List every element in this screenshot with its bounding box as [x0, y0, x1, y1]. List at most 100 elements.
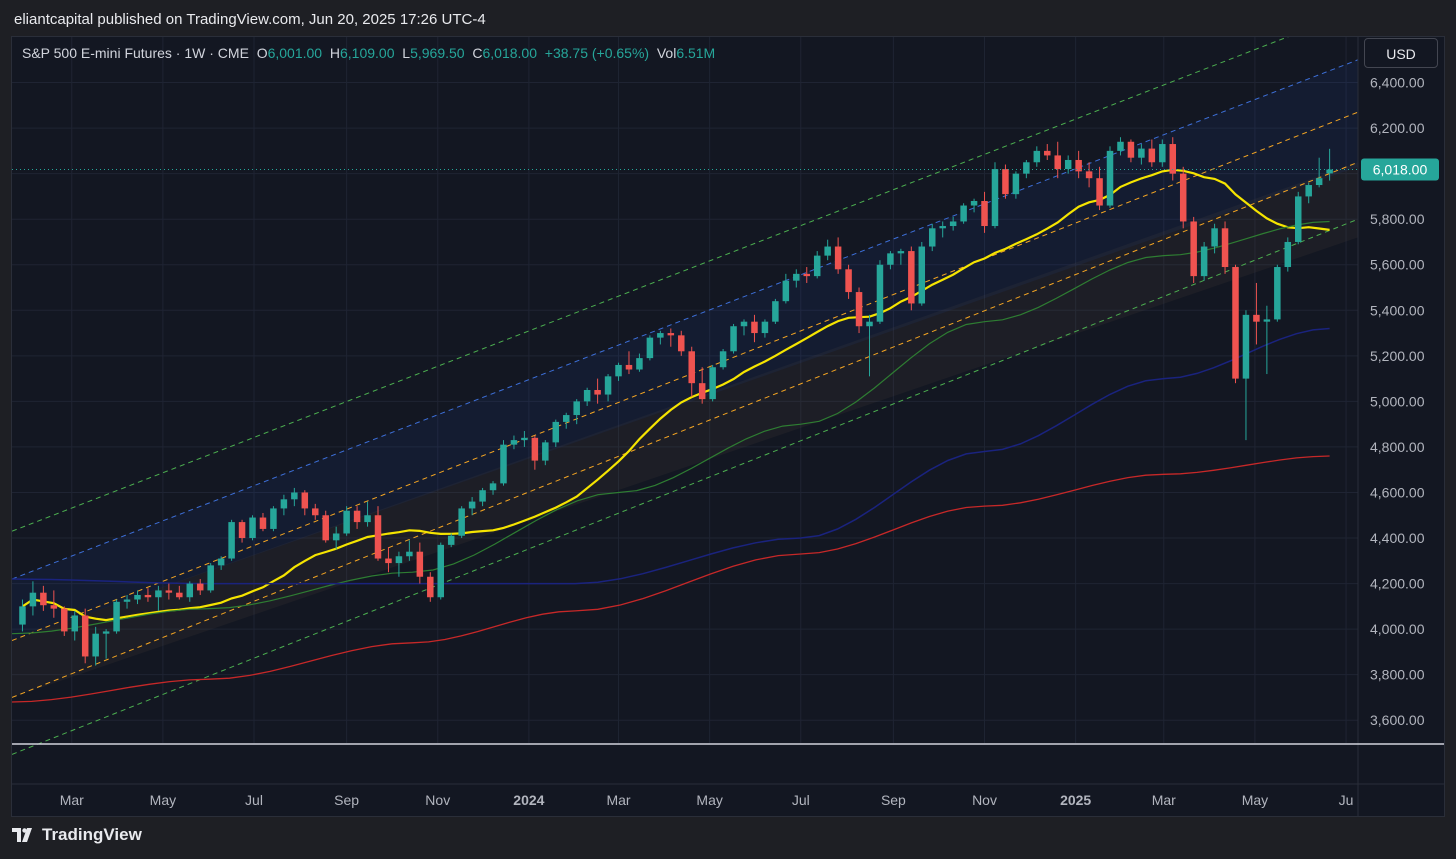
time-tick-label: Mar: [1152, 792, 1176, 808]
candle-body: [1117, 141, 1124, 151]
candle-body: [583, 390, 591, 402]
candle-body: [1127, 141, 1135, 158]
ma-100-line: [12, 327, 1330, 585]
candle-body: [155, 590, 162, 598]
candle-body: [1242, 314, 1250, 379]
time-tick-label: Mar: [60, 792, 84, 808]
candle-body: [427, 576, 434, 598]
candle-body: [709, 367, 716, 400]
candle-body: [834, 246, 842, 270]
ohlc-legend: S&P 500 E-mini Futures · 1W · CME O6,001…: [22, 45, 715, 61]
candle-body: [416, 551, 424, 577]
candle-body: [207, 565, 214, 591]
currency-button[interactable]: USD: [1364, 38, 1438, 68]
candle-body: [908, 251, 915, 304]
footer: [0, 817, 1456, 859]
candle-body: [500, 444, 507, 484]
candle-body: [1054, 155, 1061, 170]
candle-body: [1159, 144, 1166, 163]
candle-body: [238, 522, 246, 539]
candle-body: [353, 510, 361, 523]
outer-upper-channel-line: [12, 37, 1289, 532]
candle-body: [1274, 267, 1281, 320]
candle-body: [1232, 267, 1239, 379]
candle-body: [573, 401, 580, 416]
time-tick-label: Jul: [792, 792, 810, 808]
open-value: 6,001.00: [267, 45, 323, 61]
candle-body: [604, 376, 612, 395]
candle-body: [625, 364, 633, 370]
candle-body: [270, 508, 277, 529]
last-price-marker: 6,018.00: [12, 158, 1439, 181]
candle-body: [29, 592, 37, 607]
candle-body: [636, 358, 643, 370]
candle-body: [1002, 169, 1009, 195]
candle-body: [458, 508, 465, 536]
candle-body: [196, 583, 204, 591]
time-tick-label: Sep: [334, 792, 359, 808]
candle-body: [291, 492, 298, 500]
candle-body: [824, 246, 831, 256]
candle-body: [876, 264, 884, 322]
candle-body: [40, 592, 47, 606]
time-axis[interactable]: Mar May Jul Sep Nov 2024 Mar May Jul Sep Nov 2025 Ma…: [12, 743, 1444, 808]
candle-body: [615, 364, 622, 377]
change-value: +38.75 (+0.65%): [544, 45, 650, 61]
candle-body: [730, 326, 737, 352]
time-tick-label: May: [150, 792, 176, 808]
candle-body: [1211, 228, 1218, 247]
candle-body: [761, 321, 769, 334]
candle-body: [970, 200, 978, 206]
price-axis[interactable]: 3,600.00 3,800.00 4,000.00 4,200.00 4,400.00…: [1357, 37, 1444, 816]
close-label: C: [472, 45, 483, 61]
candle-body: [395, 556, 403, 564]
candle-body: [928, 228, 936, 247]
price-tick-label: 5,000.00: [1370, 393, 1425, 409]
candle-body: [803, 273, 811, 277]
candle-body: [144, 594, 152, 598]
candle-body: [793, 273, 800, 281]
candle-body: [1200, 246, 1208, 277]
candle-body: [521, 437, 528, 441]
candle-body: [374, 515, 382, 559]
price-tick-label: 3,600.00: [1370, 712, 1425, 728]
price-axis-bg: [1358, 37, 1444, 816]
candle-body: [698, 383, 706, 400]
grid-lines: [12, 37, 1358, 743]
candlestick-chart[interactable]: 3,600.00 3,800.00 4,000.00 4,200.00 4,400.00…: [12, 37, 1444, 816]
close-value: 6,018.00: [482, 45, 537, 61]
last-price-badge: [1361, 158, 1439, 181]
time-tick-label: Jul: [245, 792, 263, 808]
price-tick-label: 4,600.00: [1370, 484, 1425, 500]
candle-body: [1012, 173, 1020, 195]
mid-upper-channel-line: [12, 111, 1359, 641]
upper-channel-fill: [12, 59, 1358, 641]
price-tick-label: 5,400.00: [1370, 302, 1425, 318]
tradingview-logo[interactable]: TradingView: [12, 825, 142, 845]
price-tick-label: 4,200.00: [1370, 576, 1425, 592]
ma-50-line: [12, 220, 1330, 635]
chart-area[interactable]: 3,600.00 3,800.00 4,000.00 4,200.00 4,400.00…: [11, 36, 1445, 817]
candle-body: [688, 351, 695, 384]
candle-body: [991, 169, 999, 227]
candle-body: [1023, 162, 1030, 174]
price-tick-label: 4,800.00: [1370, 439, 1425, 455]
open-label: O: [256, 45, 268, 61]
candle-body: [1284, 241, 1292, 268]
candle-body: [322, 515, 329, 541]
candle-body: [259, 517, 267, 529]
time-tick-label: 2024: [513, 792, 544, 808]
publish-info: eliantcapital published on TradingView.c…: [0, 0, 1456, 36]
mid-lower-channel-line: [12, 161, 1359, 698]
candle-body: [667, 333, 675, 336]
candle-body: [102, 631, 110, 634]
candle-body: [176, 592, 183, 598]
candle-body: [81, 615, 89, 657]
candle-body: [50, 605, 58, 609]
candle-body: [113, 601, 120, 632]
price-tick-label: 3,800.00: [1370, 667, 1425, 683]
price-tick-label: 4,000.00: [1370, 621, 1425, 637]
symbol-title[interactable]: S&P 500 E-mini Futures · 1W · CME: [22, 45, 249, 61]
candle-body: [1305, 185, 1312, 197]
brand-name: TradingView: [42, 825, 142, 844]
